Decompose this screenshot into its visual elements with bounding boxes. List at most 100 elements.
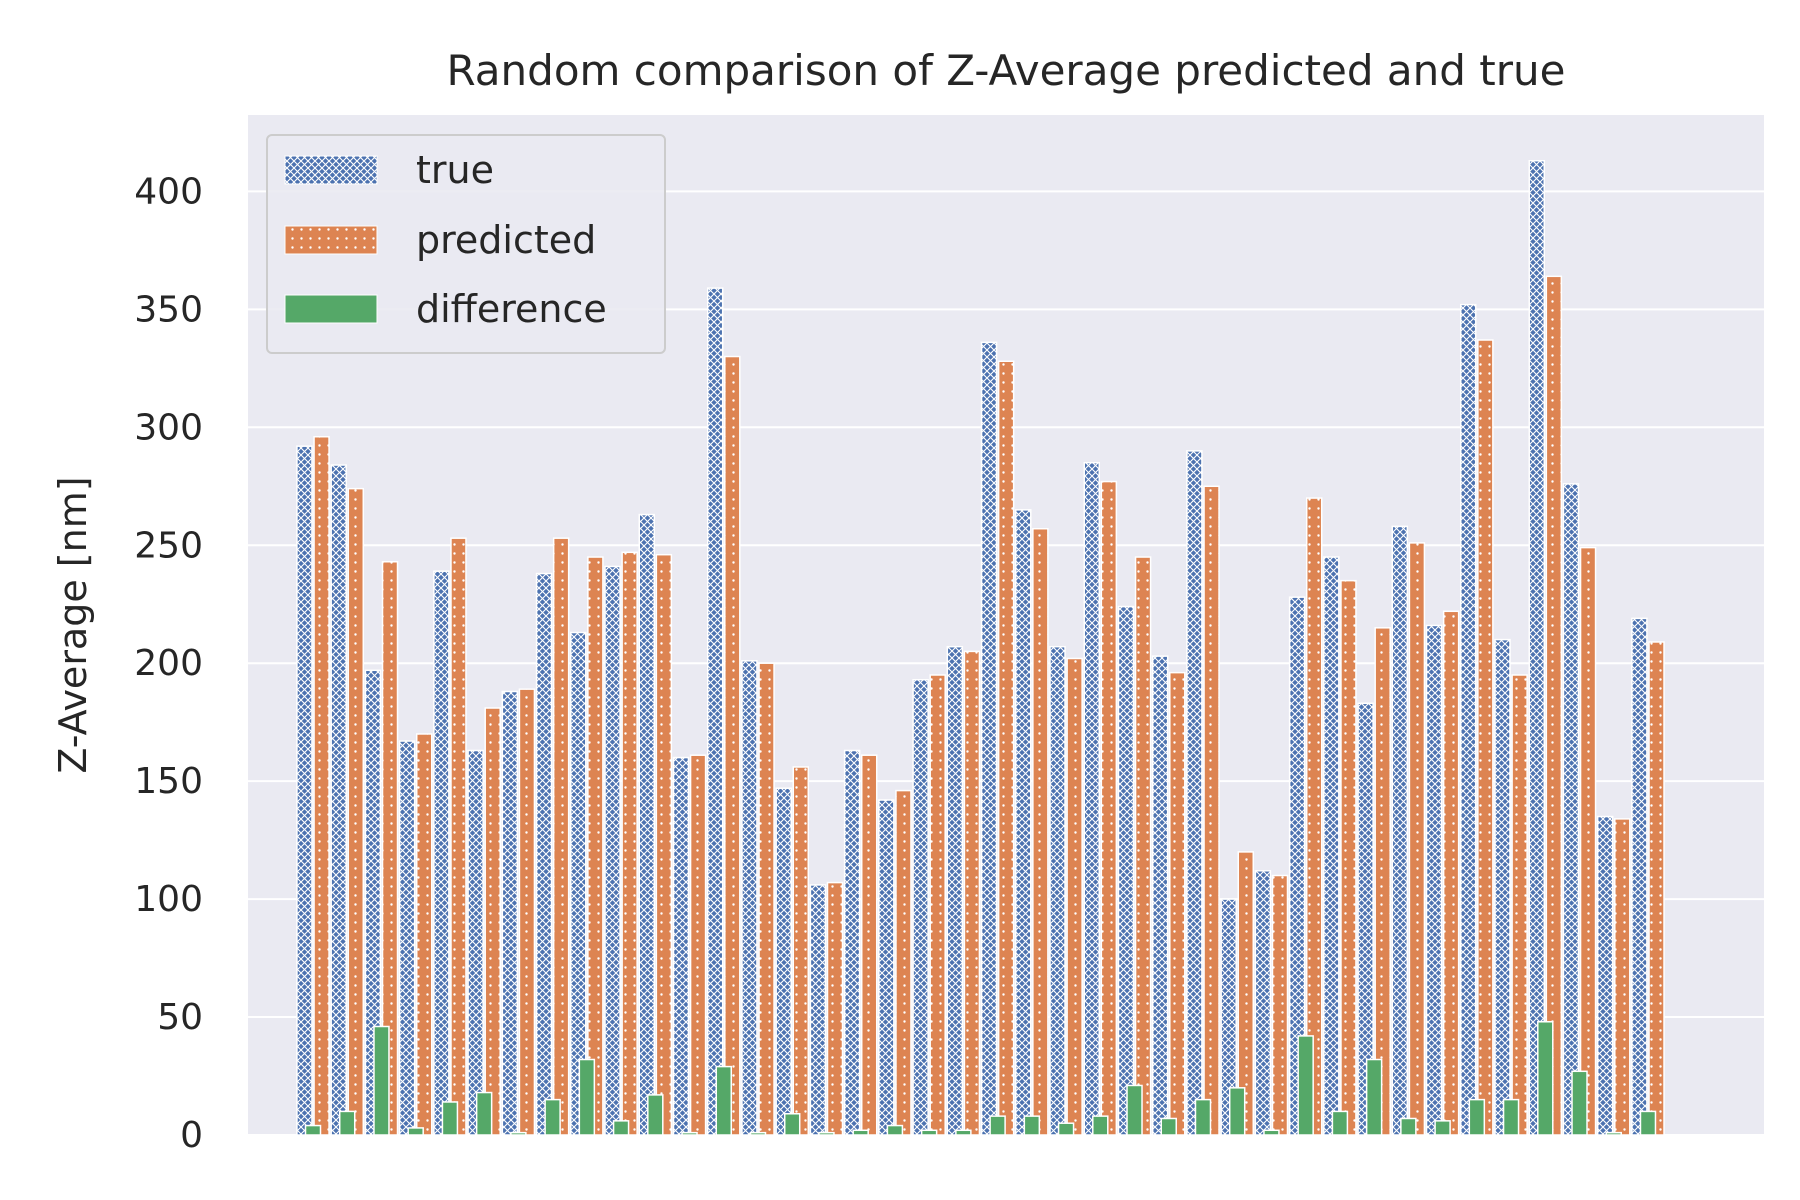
y-tick-label: 100: [134, 879, 203, 920]
legend-swatch-predicted: [284, 225, 378, 255]
bar-difference: [1605, 1131, 1622, 1136]
legend-label-difference: difference: [416, 287, 607, 331]
chart-title: Random comparison of Z-Average predicted…: [447, 46, 1566, 95]
bar-difference: [1160, 1117, 1177, 1136]
y-tick-label: 200: [134, 643, 203, 684]
bar-difference: [612, 1120, 630, 1136]
bar-difference: [475, 1091, 493, 1136]
bar-difference: [1502, 1098, 1520, 1136]
y-tick-label: 250: [134, 525, 203, 566]
bar-difference: [441, 1101, 459, 1136]
bar-difference: [1263, 1129, 1280, 1136]
bar-predicted: [415, 733, 433, 1136]
bar-difference: [544, 1098, 561, 1136]
bar-difference: [1434, 1120, 1451, 1136]
bar-predicted: [724, 355, 741, 1136]
bar-difference: [1023, 1115, 1041, 1136]
bars: [296, 159, 1665, 1136]
bar-predicted: [1477, 339, 1494, 1136]
bar-true: [433, 570, 450, 1136]
bar-difference: [578, 1058, 596, 1136]
bar-predicted: [1545, 275, 1563, 1136]
bar-predicted: [1340, 579, 1357, 1136]
bar-difference: [1468, 1098, 1486, 1136]
bar-predicted: [1579, 546, 1597, 1136]
bar-predicted: [1100, 480, 1118, 1136]
bar-true: [672, 756, 690, 1136]
bar-true: [1425, 624, 1443, 1136]
legend-label-predicted: predicted: [416, 218, 596, 262]
bar-difference: [783, 1113, 801, 1136]
bar-predicted: [1511, 674, 1528, 1136]
bar-true: [1391, 525, 1409, 1136]
bar-predicted: [1237, 851, 1255, 1136]
legend-swatch-difference: [284, 294, 378, 324]
bar-difference: [955, 1129, 972, 1136]
bar-difference: [715, 1065, 733, 1136]
bar-predicted: [1408, 542, 1426, 1136]
bar-difference: [1639, 1110, 1657, 1136]
bar-difference: [338, 1110, 356, 1136]
bar-true: [330, 464, 347, 1136]
bar-predicted: [1374, 627, 1391, 1136]
bar-predicted: [655, 553, 673, 1136]
bar-true: [1151, 655, 1169, 1136]
bar-predicted: [587, 556, 604, 1136]
bar-difference: [1057, 1122, 1075, 1136]
bar-difference: [1331, 1110, 1349, 1136]
bar-predicted: [518, 688, 536, 1136]
bar-predicted: [1614, 818, 1631, 1136]
bar-true: [809, 884, 827, 1136]
bar-true: [741, 660, 758, 1136]
bar-difference: [1126, 1084, 1143, 1136]
y-tick-label: 50: [157, 997, 203, 1038]
bar-difference: [304, 1124, 322, 1136]
bar-true: [638, 513, 655, 1136]
bar-true: [843, 749, 861, 1136]
bar-difference: [373, 1025, 390, 1136]
bar-predicted: [484, 707, 501, 1136]
bar-true: [467, 749, 484, 1136]
bar-predicted: [1134, 556, 1152, 1136]
bar-difference: [1537, 1021, 1554, 1136]
bar-true: [570, 631, 587, 1136]
bar-difference: [818, 1131, 835, 1136]
bar-true: [878, 799, 895, 1136]
bar-true: [1357, 702, 1374, 1136]
bar-difference: [1194, 1098, 1212, 1136]
bar-predicted: [347, 487, 365, 1136]
bar-true: [1323, 556, 1340, 1136]
bar-true: [1460, 303, 1477, 1136]
bar-true: [1049, 645, 1066, 1136]
bar-predicted: [997, 360, 1015, 1136]
bar-predicted: [1648, 641, 1665, 1136]
bar-predicted: [621, 551, 638, 1136]
bar-true: [1186, 450, 1203, 1136]
bar-true: [980, 341, 998, 1136]
bar-predicted: [381, 561, 399, 1136]
bar-true: [1220, 898, 1237, 1136]
bar-difference: [1228, 1087, 1246, 1136]
bar-true: [706, 287, 724, 1136]
bar-difference: [920, 1129, 938, 1136]
y-tick-label: 400: [134, 171, 203, 212]
bar-predicted: [552, 537, 570, 1136]
bar-true: [1117, 605, 1135, 1136]
bar-difference: [510, 1131, 527, 1136]
bar-true: [296, 445, 313, 1136]
bar-true: [1254, 870, 1272, 1136]
bar-predicted: [1203, 485, 1220, 1136]
bar-difference: [1297, 1035, 1314, 1136]
y-tick-label: 150: [134, 761, 203, 802]
y-tick-label: 350: [134, 289, 203, 330]
bar-true: [1596, 815, 1614, 1136]
bar-predicted: [860, 754, 878, 1136]
bar-difference: [886, 1124, 904, 1136]
bar-true: [1631, 617, 1648, 1136]
bar-predicted: [929, 674, 946, 1136]
bar-true: [1528, 159, 1545, 1136]
bar-predicted: [792, 766, 810, 1136]
bar-difference: [407, 1127, 424, 1136]
bar-true: [535, 572, 553, 1136]
legend: true predicted difference: [266, 134, 666, 354]
